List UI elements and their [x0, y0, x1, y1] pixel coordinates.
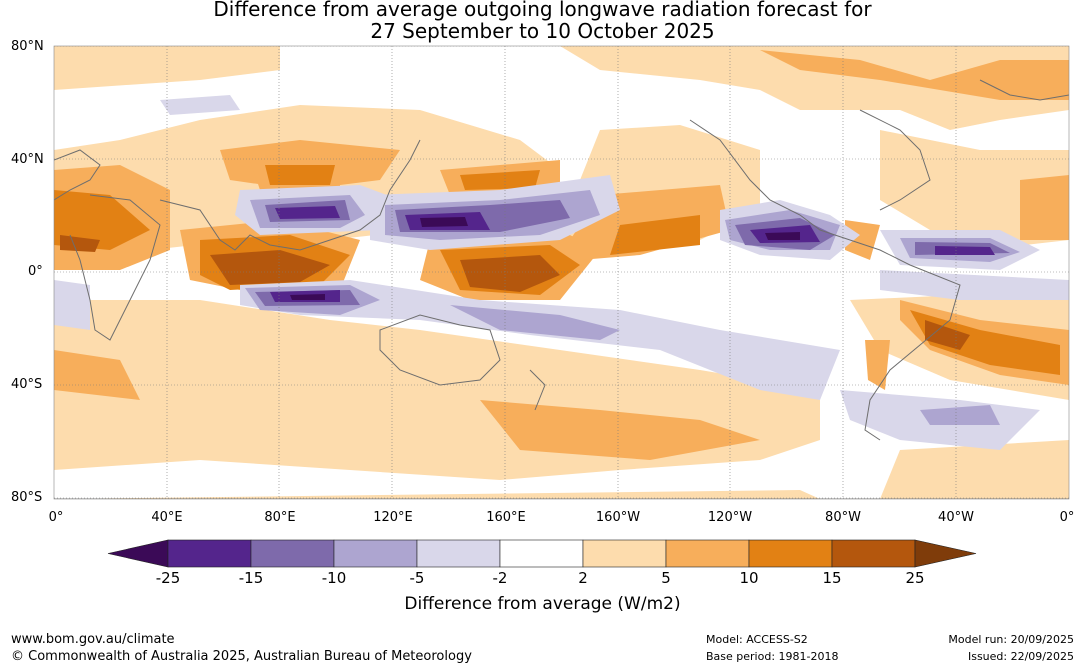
lon-label-0-right: 0°: [1059, 510, 1075, 525]
lat-label-80s: 80°S: [11, 490, 43, 505]
colorbar-tick: 25: [905, 569, 925, 587]
lon-label-80e: 80°E: [264, 510, 296, 525]
colorbar-segment: [250, 539, 335, 568]
lat-label-0: 0°: [28, 264, 43, 279]
lon-label-160w: 160°W: [595, 510, 641, 525]
colorbar-segment-low-arrow: [107, 539, 169, 568]
lon-label-160e: 160°E: [486, 510, 526, 525]
colorbar-tick: 10: [739, 569, 759, 587]
colorbar-tick: -2: [492, 569, 508, 587]
footer-model-run: Model run: 20/09/2025: [948, 633, 1074, 646]
lon-label-120e: 120°E: [373, 510, 413, 525]
colorbar-segment: [499, 539, 584, 568]
coastlines: [54, 79, 1069, 499]
colorbar-tick: -25: [155, 569, 181, 587]
footer-model: Model: ACCESS-S2: [706, 633, 808, 646]
colorbar: [107, 539, 977, 568]
colorbar-tick: -15: [238, 569, 264, 587]
colorbar-tick: 15: [822, 569, 842, 587]
map-plot-area: [54, 46, 1069, 499]
anomaly-band-15-25: [60, 235, 970, 350]
lon-label-0-left: 0°: [48, 510, 64, 525]
colorbar-tick: 5: [661, 569, 671, 587]
colorbar-segment: [582, 539, 667, 568]
lat-label-80n: 80°N: [11, 39, 44, 54]
colorbar-segment: [665, 539, 750, 568]
colorbar-segment: [167, 539, 252, 568]
lon-label-80w: 80°W: [825, 510, 861, 525]
footer-website: www.bom.gov.au/climate: [11, 632, 175, 647]
map-title-line-2: 27 September to 10 October 2025: [370, 19, 715, 43]
colorbar-tick: -10: [321, 569, 347, 587]
graticule: [54, 46, 1069, 499]
colorbar-segment: [416, 539, 501, 568]
colorbar-tick: -5: [409, 569, 425, 587]
anomaly-band-below-neg-25: [290, 217, 800, 300]
lon-label-40e: 40°E: [151, 510, 183, 525]
colorbar-segment: [333, 539, 418, 568]
map-title-line-1: Difference from average outgoing longwav…: [213, 0, 872, 21]
colorbar-segment: [831, 539, 916, 568]
colorbar-label: Difference from average (W/m2): [404, 594, 681, 614]
footer-issued: Issued: 22/09/2025: [967, 650, 1074, 663]
lat-label-40n: 40°N: [11, 152, 44, 167]
lon-label-40w: 40°W: [938, 510, 974, 525]
lon-label-120w: 120°W: [707, 510, 753, 525]
colorbar-tick: 2: [578, 569, 588, 587]
colorbar-segment: [748, 539, 833, 568]
colorbar-segment-high-arrow: [914, 539, 977, 568]
footer-base-period: Base period: 1981-2018: [706, 650, 839, 663]
footer-copyright: © Commonwealth of Australia 2025, Austra…: [11, 649, 472, 664]
lat-label-40s: 40°S: [11, 377, 43, 392]
